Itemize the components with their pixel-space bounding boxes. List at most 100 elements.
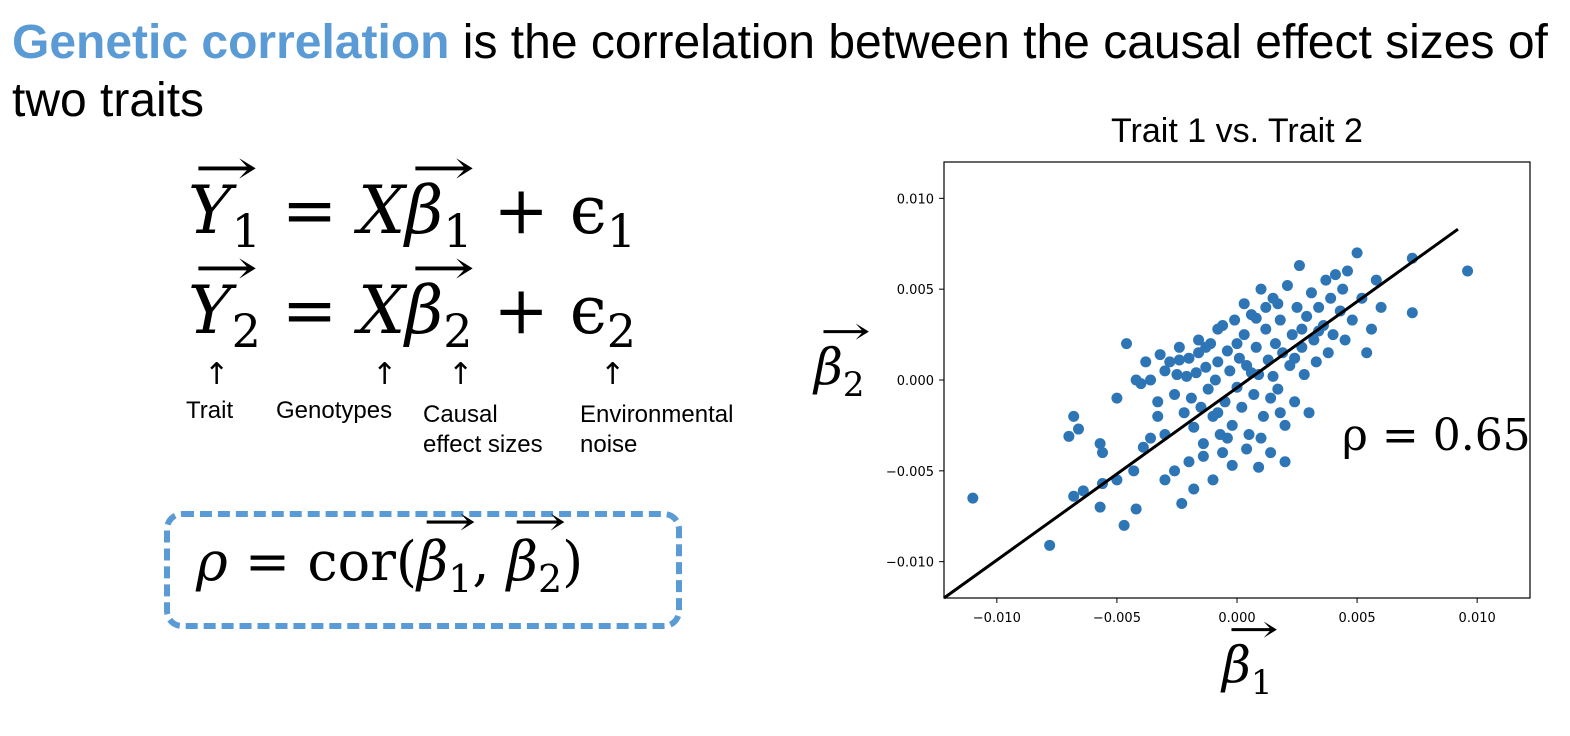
equation-trait-2: Y2 = Xβ2 + ϵ2 (188, 278, 636, 355)
y-tick-label: 0.005 (897, 283, 934, 298)
data-point (1243, 429, 1255, 440)
data-point (1238, 329, 1250, 341)
data-point (1293, 260, 1305, 272)
beta2-vector: β2 (405, 278, 472, 355)
data-point (1118, 519, 1130, 531)
data-point (1313, 301, 1325, 313)
data-point (1351, 247, 1363, 259)
beta2-vector: β2 (507, 530, 562, 601)
data-point (1077, 485, 1089, 497)
data-point (1154, 349, 1166, 361)
x-tick-label: 0.005 (1338, 611, 1375, 626)
data-point (1303, 407, 1315, 419)
data-point (1248, 389, 1260, 401)
data-point (1274, 314, 1286, 326)
data-point (1164, 356, 1176, 368)
data-point (1370, 274, 1382, 286)
data-point (1308, 334, 1320, 346)
data-point (1229, 314, 1241, 326)
x-axis-label: β1 (1222, 636, 1273, 703)
data-point (1128, 465, 1140, 477)
data-point (1152, 396, 1164, 408)
data-point (1339, 334, 1351, 346)
data-point (1375, 301, 1387, 313)
data-point (1257, 410, 1269, 422)
data-point (1250, 312, 1262, 324)
data-point (1289, 352, 1301, 364)
data-point (1298, 369, 1310, 381)
data-point (1212, 323, 1224, 335)
data-point (1068, 490, 1080, 502)
data-point (1137, 441, 1149, 453)
data-point (1188, 483, 1200, 495)
data-point (1111, 392, 1123, 404)
x-tick-label: 0.010 (1459, 611, 1496, 626)
data-point (1260, 323, 1272, 335)
x-tick-label: −0.005 (1093, 611, 1141, 626)
y-tick-label: 0.000 (897, 374, 934, 389)
y2-vector: Y2 (188, 278, 261, 355)
data-point (1063, 430, 1075, 442)
data-point (1260, 301, 1272, 313)
label-causal-line2: effect sizes (423, 431, 543, 458)
data-point (1176, 498, 1188, 510)
data-point (1272, 298, 1284, 310)
data-point (1209, 374, 1221, 386)
data-point (1361, 347, 1373, 359)
data-point (1094, 501, 1106, 513)
data-point (1183, 456, 1195, 468)
data-point (1337, 283, 1349, 295)
label-genotypes: Genotypes (276, 397, 393, 424)
arrow-up-icon: ↑ (448, 357, 474, 392)
data-point (1068, 410, 1080, 422)
beta1-vector: β1 (417, 530, 472, 601)
data-point (1173, 354, 1185, 366)
data-point (1365, 323, 1377, 335)
data-point (1221, 432, 1233, 444)
data-point (1279, 456, 1291, 468)
data-point (1185, 392, 1197, 404)
data-point (1341, 265, 1353, 277)
data-point (1322, 347, 1334, 359)
data-point (1289, 396, 1301, 408)
data-point (1305, 287, 1317, 299)
data-point (1221, 345, 1233, 357)
data-point (1181, 370, 1193, 382)
data-point (1212, 356, 1224, 368)
data-point (1173, 341, 1185, 353)
data-point (1202, 383, 1214, 395)
label-causal-line1: Causal (423, 401, 498, 428)
data-point (1274, 407, 1286, 419)
data-point (1200, 361, 1212, 373)
data-point (1130, 503, 1142, 515)
data-point (1159, 474, 1171, 486)
data-point (1193, 334, 1205, 346)
data-point (1329, 269, 1341, 281)
data-point (1310, 356, 1322, 368)
data-point (1169, 389, 1181, 401)
data-point (1145, 374, 1157, 386)
data-point (1197, 450, 1209, 462)
data-point (1072, 423, 1084, 435)
data-point (1241, 443, 1253, 455)
rho-definition: ρ = cor(β1, β2) (196, 530, 583, 601)
data-point (1462, 265, 1474, 277)
data-point (1334, 305, 1346, 317)
label-trait: Trait (186, 397, 234, 424)
data-point (967, 492, 979, 504)
label-environmental-line1: Environmental (580, 401, 734, 428)
data-point (1169, 465, 1181, 477)
regression-line (943, 227, 1459, 600)
data-point (1190, 367, 1202, 379)
plot-frame (943, 161, 1531, 599)
data-point (1346, 314, 1358, 326)
data-point (1135, 378, 1147, 390)
data-point (1178, 407, 1190, 419)
data-point (1255, 432, 1267, 444)
data-point (1140, 356, 1152, 368)
data-point (1171, 369, 1183, 381)
y-axis-label: β2 (814, 338, 865, 405)
data-point (1231, 338, 1243, 350)
data-point (1265, 447, 1277, 459)
